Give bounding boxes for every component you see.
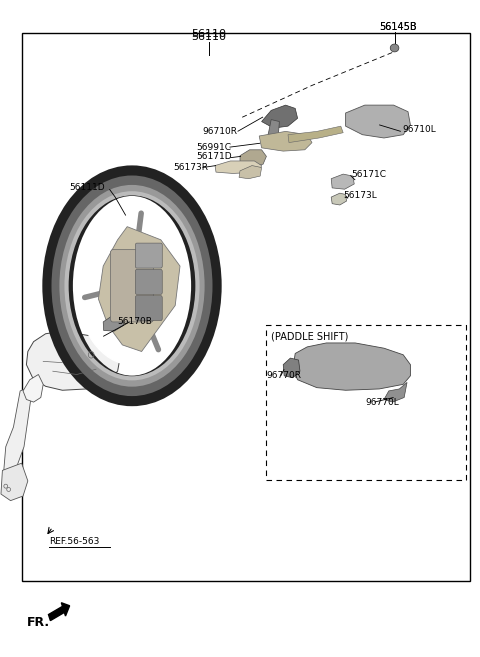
Polygon shape xyxy=(4,386,33,474)
Text: 56110: 56110 xyxy=(192,32,226,42)
Polygon shape xyxy=(331,193,347,205)
FancyBboxPatch shape xyxy=(135,296,162,321)
Text: 56171D: 56171D xyxy=(196,152,231,161)
Polygon shape xyxy=(239,166,262,179)
FancyArrow shape xyxy=(48,602,70,621)
Text: 56145B: 56145B xyxy=(379,22,417,32)
Polygon shape xyxy=(98,227,180,351)
Bar xyxy=(266,325,466,480)
Ellipse shape xyxy=(77,207,187,365)
Polygon shape xyxy=(26,331,120,390)
Bar xyxy=(22,33,470,581)
Polygon shape xyxy=(346,105,410,138)
Text: 56173R: 56173R xyxy=(174,163,209,172)
Text: 56110: 56110 xyxy=(192,30,226,39)
Polygon shape xyxy=(103,315,124,331)
Text: 96710L: 96710L xyxy=(402,125,436,134)
Polygon shape xyxy=(262,105,298,128)
Polygon shape xyxy=(1,463,28,501)
Polygon shape xyxy=(288,126,343,143)
Polygon shape xyxy=(259,131,312,151)
Polygon shape xyxy=(215,161,262,173)
FancyBboxPatch shape xyxy=(135,269,162,294)
Polygon shape xyxy=(266,120,279,143)
Polygon shape xyxy=(283,358,300,378)
FancyBboxPatch shape xyxy=(110,250,154,322)
Text: REF.56-563: REF.56-563 xyxy=(49,537,100,546)
Polygon shape xyxy=(240,150,266,166)
Text: FR.: FR. xyxy=(26,616,49,629)
Text: 96770R: 96770R xyxy=(266,371,301,380)
Polygon shape xyxy=(384,382,407,402)
FancyBboxPatch shape xyxy=(135,243,162,268)
Text: 96710R: 96710R xyxy=(203,127,238,136)
Polygon shape xyxy=(293,343,410,390)
Text: 96770L: 96770L xyxy=(366,397,399,407)
Text: 56171C: 56171C xyxy=(351,170,386,179)
Text: 56111D: 56111D xyxy=(70,183,105,192)
Text: 56170B: 56170B xyxy=(118,317,153,327)
Polygon shape xyxy=(23,374,43,402)
Text: (PADDLE SHIFT): (PADDLE SHIFT) xyxy=(271,331,348,342)
Polygon shape xyxy=(331,174,354,189)
Text: 56991C: 56991C xyxy=(196,143,231,152)
Ellipse shape xyxy=(390,44,399,52)
Text: 56145B: 56145B xyxy=(379,22,417,32)
Text: 56173L: 56173L xyxy=(343,191,377,200)
